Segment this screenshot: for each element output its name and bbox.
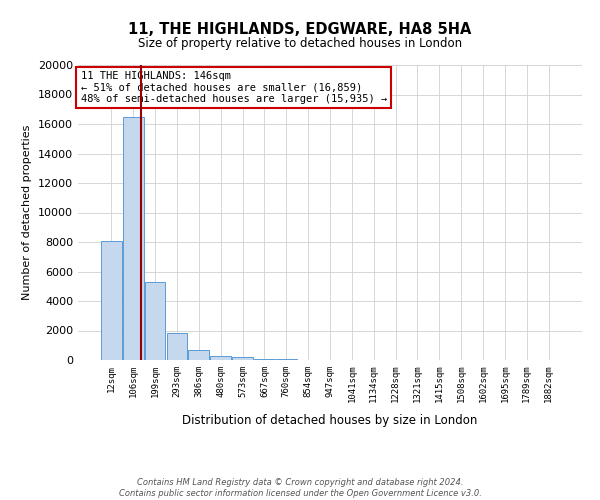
Bar: [232, 357, 253, 360]
Bar: [210, 356, 231, 360]
Bar: [167, 334, 187, 360]
Y-axis label: Number of detached properties: Number of detached properties: [22, 125, 32, 300]
Text: Size of property relative to detached houses in London: Size of property relative to detached ho…: [138, 38, 462, 51]
Bar: [188, 350, 209, 360]
X-axis label: Distribution of detached houses by size in London: Distribution of detached houses by size …: [182, 414, 478, 426]
Bar: [123, 116, 143, 360]
Text: 11 THE HIGHLANDS: 146sqm
← 51% of detached houses are smaller (16,859)
48% of se: 11 THE HIGHLANDS: 146sqm ← 51% of detach…: [80, 71, 387, 104]
Bar: [145, 282, 166, 360]
Bar: [101, 240, 122, 360]
Bar: [254, 358, 275, 360]
Text: 11, THE HIGHLANDS, EDGWARE, HA8 5HA: 11, THE HIGHLANDS, EDGWARE, HA8 5HA: [128, 22, 472, 38]
Text: Contains HM Land Registry data © Crown copyright and database right 2024.
Contai: Contains HM Land Registry data © Crown c…: [119, 478, 481, 498]
